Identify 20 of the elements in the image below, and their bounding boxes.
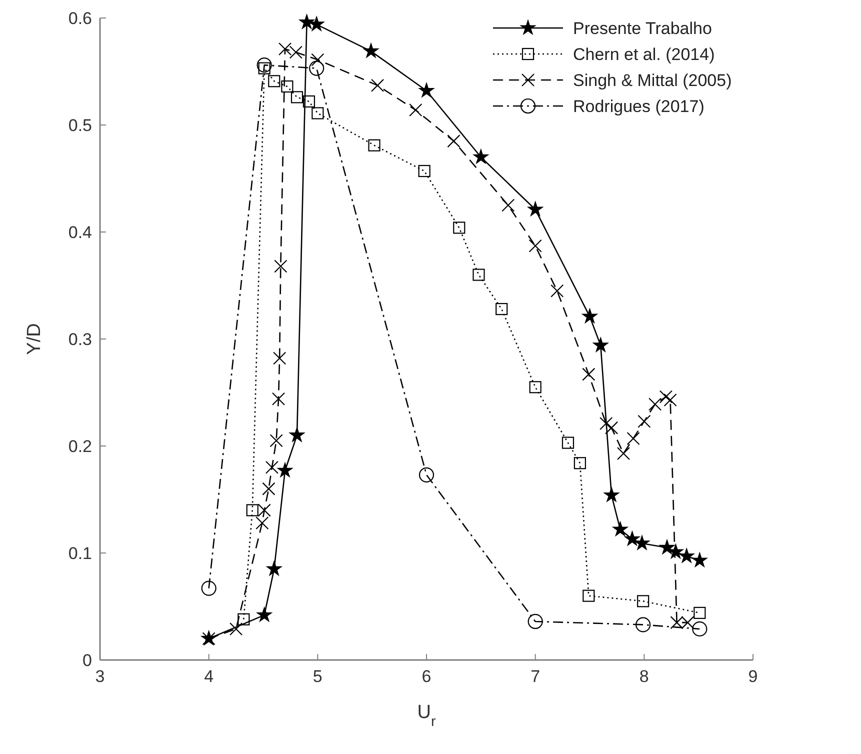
legend-label: Chern et al. (2014) xyxy=(573,45,715,64)
x-tick-label: 8 xyxy=(639,667,649,686)
x-tick-label: 5 xyxy=(312,667,322,686)
y-axis-title: Y/D xyxy=(24,323,45,355)
y-tick-label: 0.4 xyxy=(68,223,92,242)
y-tick-label: 0.5 xyxy=(68,116,92,135)
legend-label: Singh & Mittal (2005) xyxy=(573,71,732,90)
x-tick-label: 9 xyxy=(748,667,758,686)
legend-label: Presente Trabalho xyxy=(573,19,712,38)
y-tick-label: 0.2 xyxy=(68,437,92,456)
legend-label: Rodrigues (2017) xyxy=(573,97,704,116)
x-tick-label: 3 xyxy=(95,667,105,686)
x-tick-label: 4 xyxy=(204,667,214,686)
x-tick-label: 6 xyxy=(422,667,432,686)
y-tick-label: 0 xyxy=(82,651,92,670)
y-tick-label: 0.3 xyxy=(68,330,92,349)
y-tick-label: 0.6 xyxy=(68,9,92,28)
x-tick-label: 7 xyxy=(530,667,540,686)
x-axis-title: U$_{r}$ xyxy=(417,702,436,730)
y-tick-label: 0.1 xyxy=(68,544,92,563)
